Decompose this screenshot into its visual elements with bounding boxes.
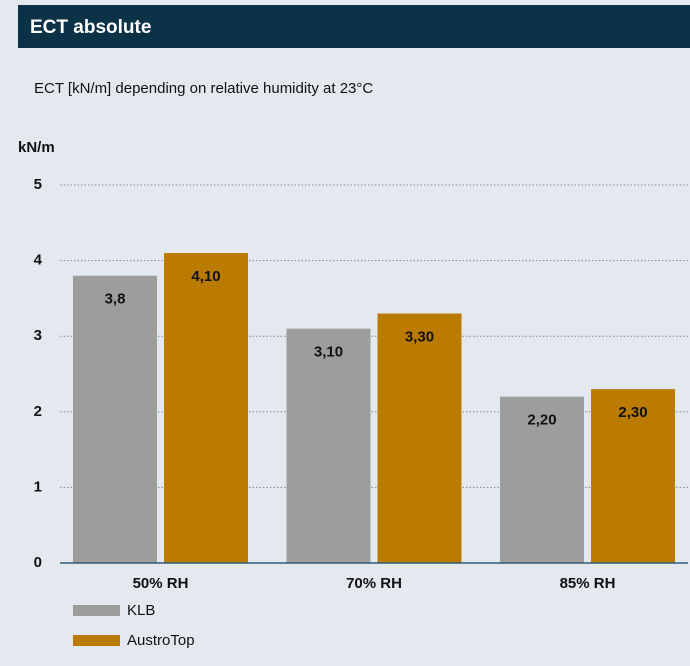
value-label: 2,30: [618, 404, 647, 421]
x-tick-label: 70% RH: [346, 575, 402, 592]
value-label: 4,10: [191, 268, 220, 285]
legend-label: AustroTop: [127, 632, 195, 649]
value-label: 2,20: [527, 412, 556, 429]
value-label: 3,30: [405, 328, 434, 345]
y-tick-label: 3: [34, 327, 42, 344]
bar: [286, 328, 371, 563]
y-tick-label: 4: [34, 252, 43, 269]
legend-swatch: [73, 605, 120, 616]
bar: [377, 313, 462, 563]
bar: [164, 253, 248, 564]
x-tick-label: 50% RH: [133, 575, 189, 592]
value-label: 3,10: [314, 344, 343, 361]
y-tick-label: 5: [34, 176, 42, 193]
y-tick-label: 0: [34, 554, 42, 571]
header-bar: [18, 5, 690, 48]
chart-title: ECT absolute: [30, 17, 151, 38]
value-label: 3,8: [105, 291, 126, 308]
subtitle: ECT [kN/m] depending on relative humidit…: [34, 80, 373, 97]
legend-label: KLB: [127, 602, 155, 619]
bar: [500, 396, 584, 563]
bar: [591, 389, 675, 563]
y-axis-label: kN/m: [18, 139, 55, 156]
y-tick-label: 2: [34, 403, 42, 420]
legend-swatch: [73, 635, 120, 646]
x-tick-label: 85% RH: [560, 575, 616, 592]
y-tick-label: 1: [34, 478, 42, 495]
bar: [73, 275, 157, 563]
